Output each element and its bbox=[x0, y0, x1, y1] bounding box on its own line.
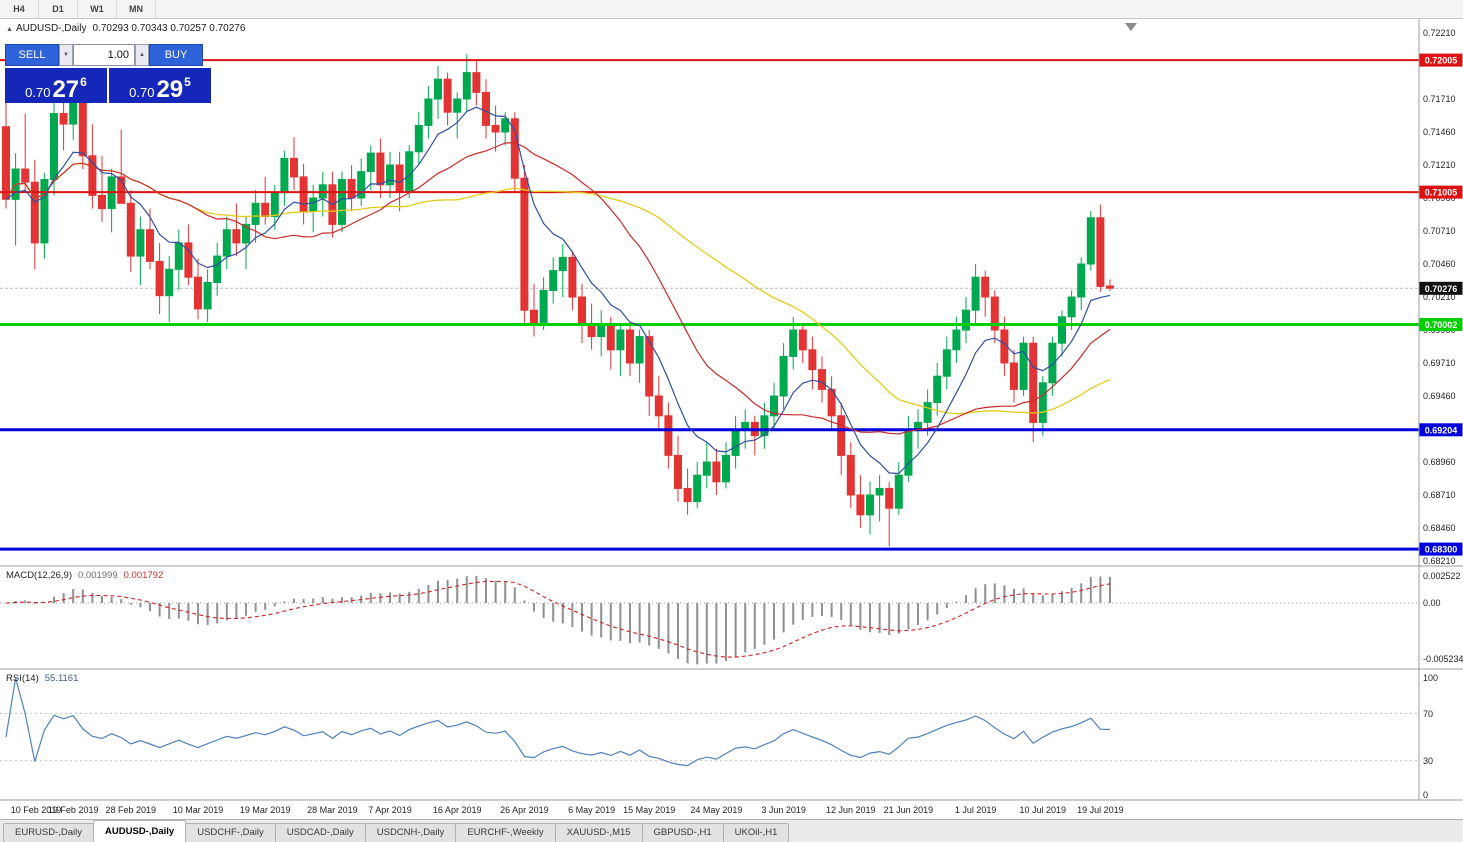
support-resistance-lines[interactable] bbox=[0, 59, 1419, 551]
chart-tab-eurchf-weekly[interactable]: EURCHF-,Weekly bbox=[455, 823, 556, 842]
svg-text:0.00: 0.00 bbox=[1423, 598, 1441, 608]
chart-tab-usdcnh-daily[interactable]: USDCNH-,Daily bbox=[364, 823, 457, 842]
buy-price-prefix: 0.70 bbox=[129, 84, 155, 100]
svg-text:0.69710: 0.69710 bbox=[1423, 358, 1456, 368]
chart-tab-bar: EURUSD-,Daily AUDUSD-,Daily USDCHF-,Daily U… bbox=[0, 819, 1463, 842]
svg-text:0.68460: 0.68460 bbox=[1423, 523, 1456, 533]
chart-title: ▲ AUDUSD-,Daily 0.70293 0.70343 0.70257 0.… bbox=[6, 23, 245, 34]
svg-text:15 May 2019: 15 May 2019 bbox=[623, 805, 675, 815]
buy-price-big: 29 bbox=[156, 76, 184, 104]
svg-text:16 Apr 2019: 16 Apr 2019 bbox=[433, 805, 482, 815]
svg-text:0.002522: 0.002522 bbox=[1423, 571, 1461, 581]
candlesticks bbox=[2, 54, 1114, 547]
svg-text:26 Apr 2019: 26 Apr 2019 bbox=[500, 805, 549, 815]
chart-tab-audusd-daily[interactable]: AUDUSD-,Daily bbox=[93, 820, 187, 842]
svg-text:0: 0 bbox=[1423, 790, 1428, 800]
svg-text:0.68210: 0.68210 bbox=[1423, 556, 1456, 566]
chart-ohlc-values: 0.70293 0.70343 0.70257 0.70276 bbox=[92, 23, 246, 34]
chart-tab-usdcad-daily[interactable]: USDCAD-,Daily bbox=[274, 823, 366, 842]
svg-text:30: 30 bbox=[1423, 756, 1433, 766]
svg-text:3 Jun 2019: 3 Jun 2019 bbox=[761, 805, 806, 815]
chart-tab-eurusd-daily[interactable]: EURUSD-,Daily bbox=[3, 823, 95, 842]
svg-text:7 Apr 2019: 7 Apr 2019 bbox=[368, 805, 412, 815]
svg-text:0.70710: 0.70710 bbox=[1423, 226, 1456, 236]
svg-text:0.70210: 0.70210 bbox=[1423, 292, 1456, 302]
chart-tab-ukoil-h1[interactable]: UKOil-,H1 bbox=[722, 823, 790, 842]
sell-price-prefix: 0.70 bbox=[25, 84, 51, 100]
svg-text:21 Jun 2019: 21 Jun 2019 bbox=[884, 805, 934, 815]
svg-text:0.68300: 0.68300 bbox=[1425, 545, 1458, 555]
svg-text:12 Jun 2019: 12 Jun 2019 bbox=[826, 805, 876, 815]
panel-separators[interactable] bbox=[0, 18, 1463, 801]
macd-indicator-label: MACD(12,26,9) 0.001999 0.001792 bbox=[6, 570, 163, 581]
svg-text:0.68960: 0.68960 bbox=[1423, 457, 1456, 467]
macd-name: MACD(12,26,9) bbox=[6, 570, 72, 581]
chart-shift-marker-icon[interactable] bbox=[1125, 23, 1137, 31]
chart-tab-xauusd-m15[interactable]: XAUUSD-,M15 bbox=[554, 823, 643, 842]
buy-price-display[interactable]: 0.70 29 5 bbox=[109, 68, 211, 103]
chart-tab-usdchf-daily[interactable]: USDCHF-,Daily bbox=[185, 823, 276, 842]
svg-text:0.71460: 0.71460 bbox=[1423, 127, 1456, 137]
macd-axis: 0.002522 0.00 -0.005234 bbox=[1423, 571, 1463, 664]
svg-text:0.72005: 0.72005 bbox=[1425, 56, 1458, 66]
svg-text:6 May 2019: 6 May 2019 bbox=[568, 805, 615, 815]
svg-text:28 Feb 2019: 28 Feb 2019 bbox=[106, 805, 157, 815]
buy-button[interactable]: BUY bbox=[149, 44, 203, 66]
volume-input[interactable]: 1.00 bbox=[73, 44, 135, 66]
timeframe-button-w1[interactable]: W1 bbox=[78, 0, 117, 18]
svg-text:19 Feb 2019: 19 Feb 2019 bbox=[48, 805, 99, 815]
svg-text:1 Jul 2019: 1 Jul 2019 bbox=[955, 805, 997, 815]
rsi-name: RSI(14) bbox=[6, 673, 39, 684]
macd-histogram bbox=[0, 575, 1419, 665]
timeframe-toolbar: H4 D1 W1 MN bbox=[0, 0, 1463, 19]
svg-text:0.71005: 0.71005 bbox=[1425, 188, 1458, 198]
volume-increase-button[interactable]: ▲ bbox=[135, 44, 149, 66]
svg-text:0.72210: 0.72210 bbox=[1423, 28, 1456, 38]
moving-averages bbox=[5, 106, 1111, 475]
price-axis[interactable]: 0.722100.717100.714600.712100.709600.707… bbox=[1419, 28, 1463, 566]
svg-text:28 Mar 2019: 28 Mar 2019 bbox=[307, 805, 358, 815]
sell-button[interactable]: SELL bbox=[5, 44, 59, 66]
svg-text:0.70002: 0.70002 bbox=[1425, 320, 1458, 330]
chart-symbol-label: AUDUSD-,Daily bbox=[15, 23, 87, 34]
svg-text:70: 70 bbox=[1423, 709, 1433, 719]
svg-text:24 May 2019: 24 May 2019 bbox=[690, 805, 742, 815]
svg-text:0.70276: 0.70276 bbox=[1425, 284, 1458, 294]
chart-tab-gbpusd-h1[interactable]: GBPUSD-,H1 bbox=[641, 823, 724, 842]
rsi-panel bbox=[0, 677, 1419, 767]
rsi-axis: 100 70 30 0 bbox=[1423, 673, 1438, 800]
svg-text:10 Feb 2019: 10 Feb 2019 bbox=[11, 805, 62, 815]
timeframe-button-d1[interactable]: D1 bbox=[39, 0, 78, 18]
svg-text:10 Mar 2019: 10 Mar 2019 bbox=[173, 805, 224, 815]
symbol-marker-icon: ▲ bbox=[6, 26, 13, 33]
sell-price-big: 27 bbox=[52, 76, 80, 104]
timeframe-button-mn[interactable]: MN bbox=[117, 0, 156, 18]
svg-text:0.69460: 0.69460 bbox=[1423, 391, 1456, 401]
rsi-value: 55.1161 bbox=[44, 673, 79, 684]
svg-text:0.68710: 0.68710 bbox=[1423, 490, 1456, 500]
svg-text:0.70460: 0.70460 bbox=[1423, 259, 1456, 269]
macd-signal-value: 0.001792 bbox=[123, 570, 164, 581]
rsi-indicator-label: RSI(14) 55.1161 bbox=[6, 673, 78, 684]
buy-price-pip: 5 bbox=[184, 75, 191, 89]
svg-text:10 Jul 2019: 10 Jul 2019 bbox=[1020, 805, 1067, 815]
svg-text:19 Jul 2019: 19 Jul 2019 bbox=[1077, 805, 1124, 815]
one-click-trading-panel: SELL ▼ 1.00 ▲ BUY 0.70 27 6 0.70 29 5 bbox=[5, 44, 211, 103]
svg-text:0.71710: 0.71710 bbox=[1423, 94, 1456, 104]
svg-text:100: 100 bbox=[1423, 673, 1438, 683]
macd-value: 0.001999 bbox=[78, 570, 118, 581]
volume-decrease-button[interactable]: ▼ bbox=[59, 44, 73, 66]
sell-price-pip: 6 bbox=[80, 75, 87, 89]
svg-text:-0.005234: -0.005234 bbox=[1423, 654, 1463, 664]
svg-text:0.69204: 0.69204 bbox=[1425, 425, 1458, 435]
svg-text:0.71210: 0.71210 bbox=[1423, 160, 1456, 170]
sell-price-display[interactable]: 0.70 27 6 bbox=[5, 68, 107, 103]
timeframe-button-h4[interactable]: H4 bbox=[0, 0, 39, 18]
svg-text:19 Mar 2019: 19 Mar 2019 bbox=[240, 805, 291, 815]
